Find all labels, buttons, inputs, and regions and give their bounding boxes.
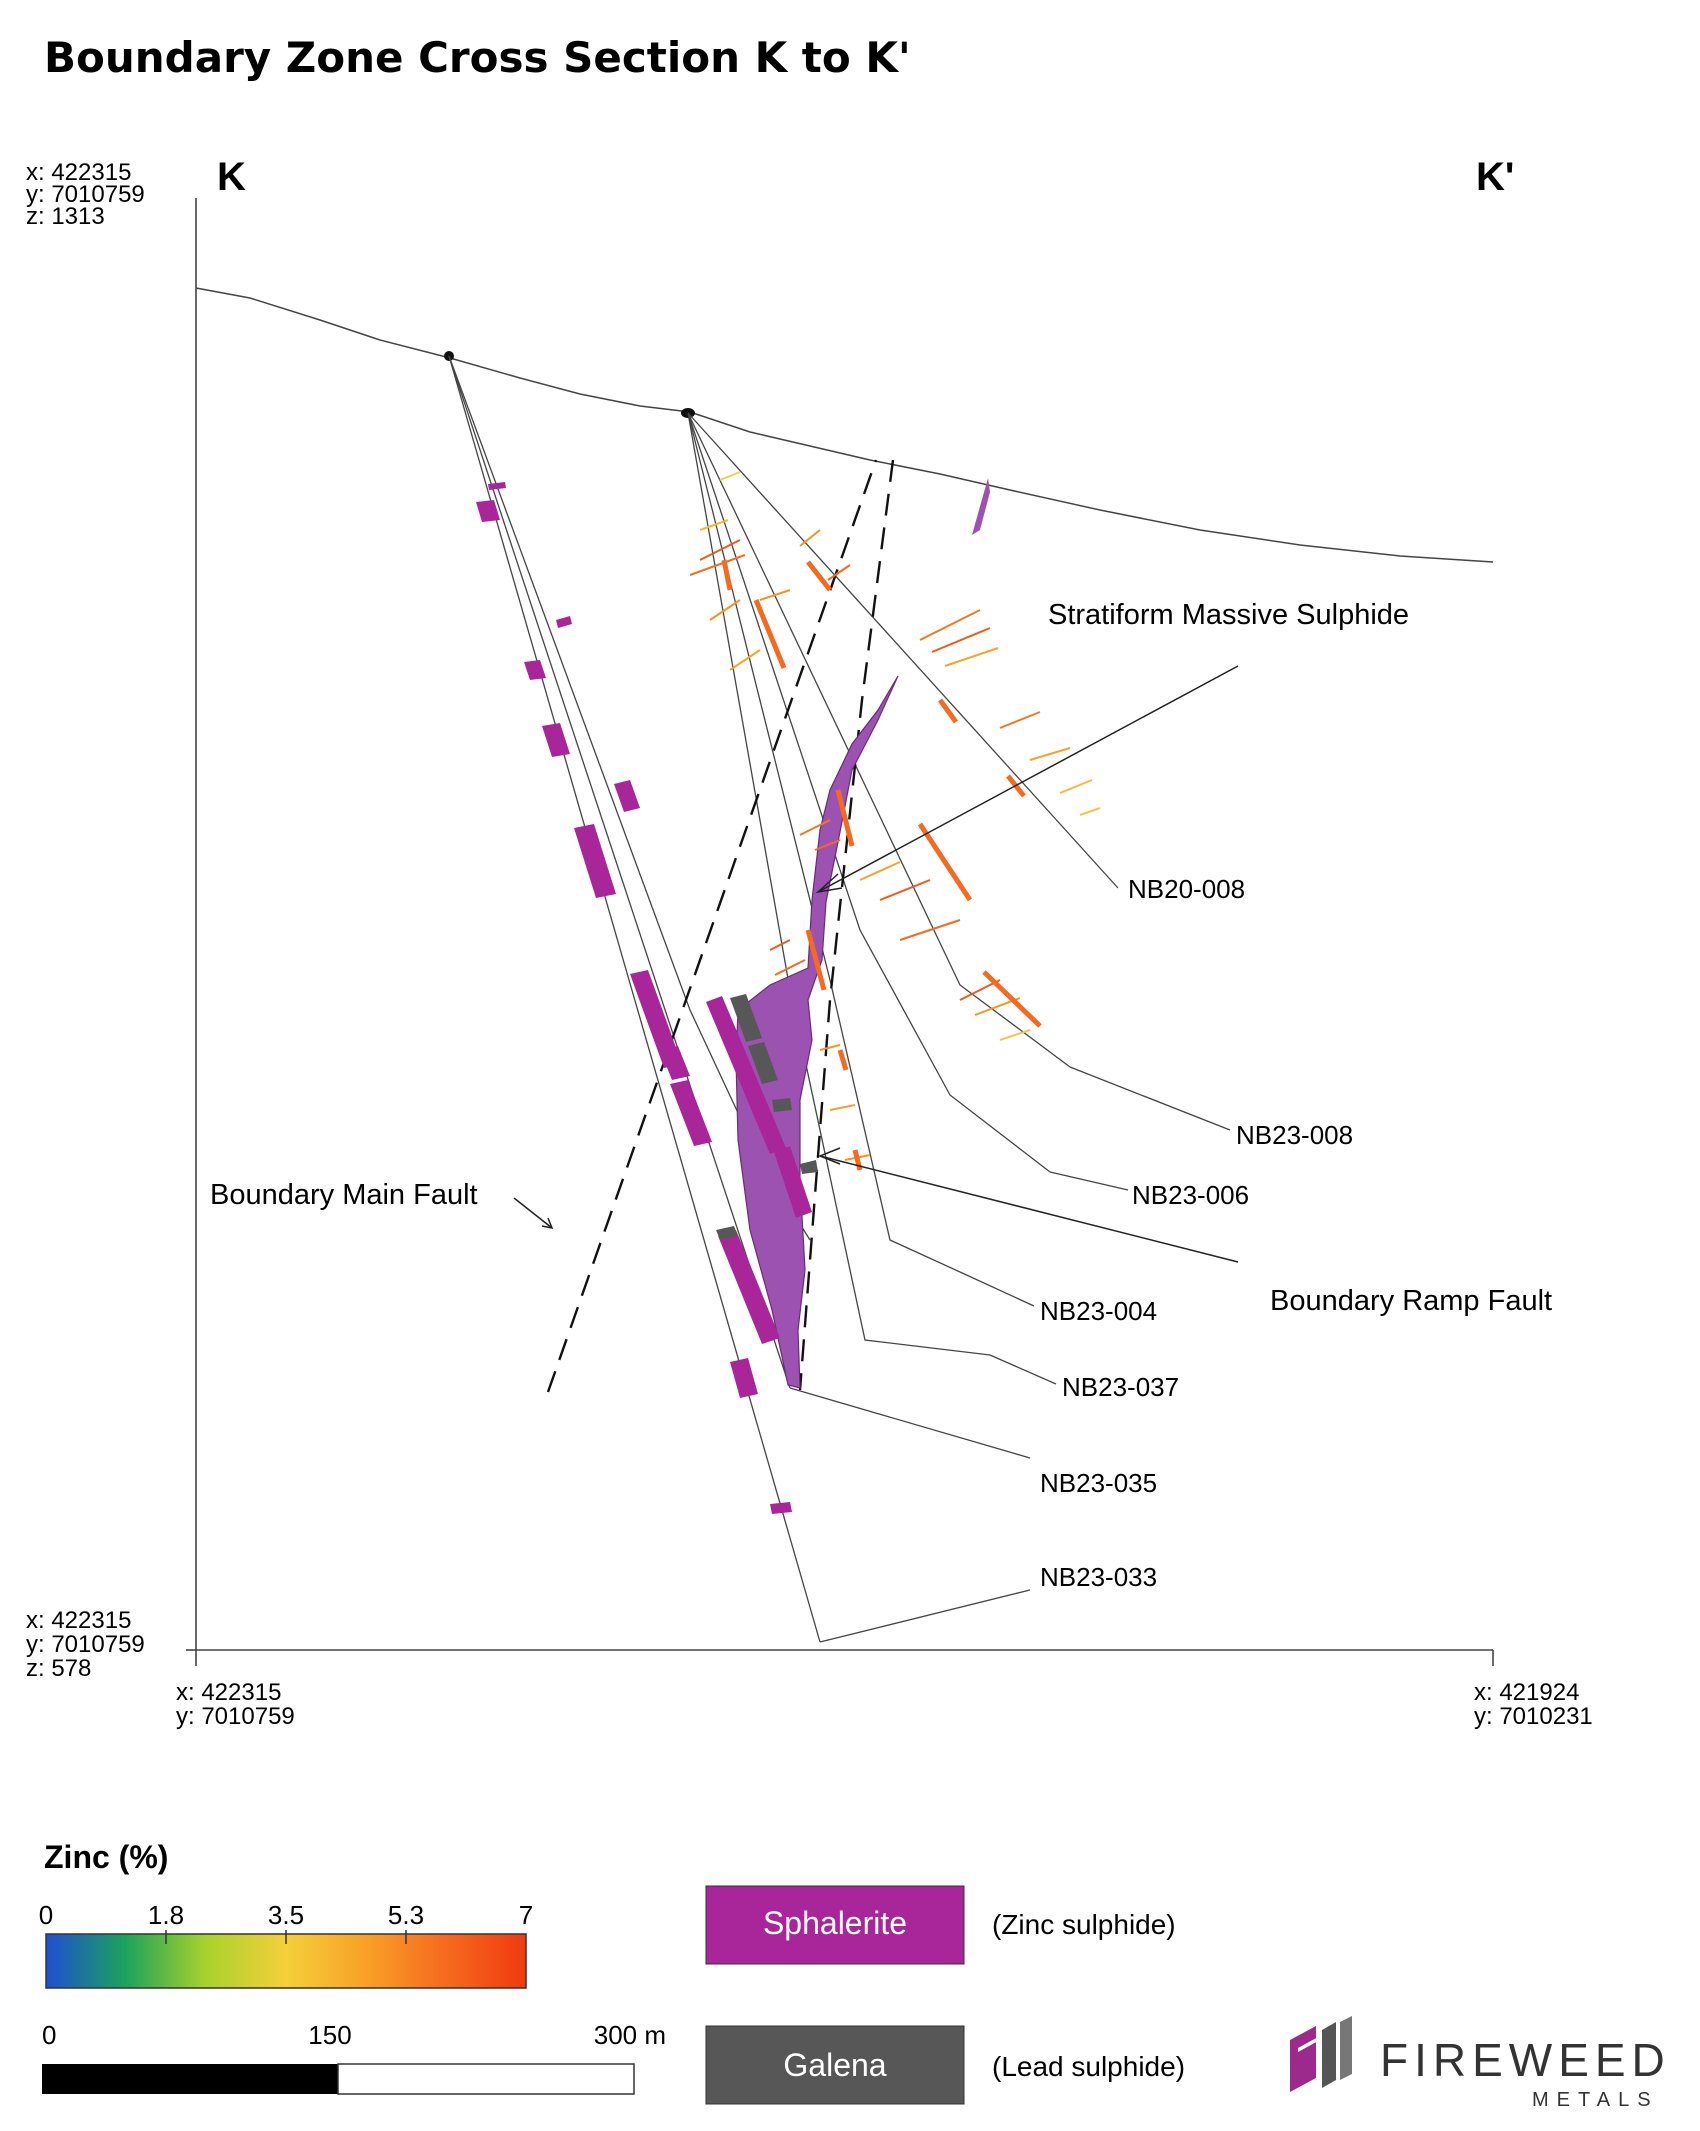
zinc-tick-labels: 0 1.8 3.5 5.3 7 (39, 1900, 533, 1930)
svg-text:5.3: 5.3 (388, 1900, 424, 1930)
bottom-left-coords: x: 422315 y: 7010759 z: 578 (26, 1607, 145, 1682)
svg-text:150: 150 (308, 2020, 351, 2050)
zinc-assays-nb23-008 (689, 471, 1031, 1041)
callout-arrows (513, 665, 1239, 1263)
hole-label: NB23-035 (1040, 1468, 1157, 1498)
small-sulphide-lens (972, 478, 990, 535)
zinc-ticks (165, 1930, 407, 1944)
svg-text:y: 7010759: y: 7010759 (26, 1631, 145, 1658)
svg-text:y: 7010759: y: 7010759 (26, 181, 145, 208)
svg-text:x: 421924: x: 421924 (1474, 1679, 1579, 1706)
svg-text:z: 578: z: 578 (26, 1655, 91, 1682)
drillhole-labels: NB20-008 NB23-008 NB23-006 NB23-004 NB23… (1040, 874, 1353, 1592)
svg-text:z: 1313: z: 1313 (26, 203, 105, 230)
hole-label: NB23-004 (1040, 1296, 1157, 1326)
drillhole-leaders (789, 1387, 1031, 1643)
zinc-assays-nb20-008 (799, 529, 1101, 816)
hole-label: NB23-006 (1132, 1180, 1249, 1210)
galena-label: Galena (783, 2047, 886, 2083)
zinc-legend-title: Zinc (%) (44, 1839, 168, 1875)
scale-tick-labels: 0 150 300 m (42, 2020, 666, 2050)
fireweed-logo-icon (1290, 2016, 1352, 2092)
logo-name: FIREWEED (1380, 2034, 1671, 2086)
hole-label: NB23-008 (1236, 1120, 1353, 1150)
svg-text:x: 422315: x: 422315 (26, 159, 131, 186)
svg-text:300 m: 300 m (594, 2020, 666, 2050)
zinc-color-bar (45, 1933, 527, 1989)
annotation-main-fault: Boundary Main Fault (210, 1179, 478, 1211)
high-grade-intervals (721, 559, 1042, 1171)
top-left-coords: x: 422315 y: 7010759 z: 1313 (26, 159, 145, 230)
svg-text:x: 422315: x: 422315 (176, 1679, 281, 1706)
svg-text:3.5: 3.5 (268, 1900, 304, 1930)
svg-text:y: 7010759: y: 7010759 (176, 1703, 295, 1730)
svg-text:y: 7010231: y: 7010231 (1474, 1703, 1593, 1730)
sphalerite-label: Sphalerite (763, 1905, 907, 1941)
sphalerite-intervals (476, 482, 812, 1514)
boundary-ramp-fault (798, 459, 895, 1391)
logo-subtitle: METALS (1532, 2089, 1659, 2111)
hole-label: NB23-037 (1062, 1372, 1179, 1402)
hole-label: NB20-008 (1128, 874, 1245, 904)
section-start-label: K (217, 155, 246, 199)
base-left-coords: x: 422315 y: 7010759 (176, 1679, 295, 1730)
drillhole-label-leaders (959, 1066, 1231, 1385)
scale-bar-black (42, 2064, 338, 2094)
annotation-stratiform: Stratiform Massive Sulphide (1048, 599, 1409, 631)
galena-swatch (705, 2025, 965, 2105)
section-frame (186, 198, 1494, 1666)
topography-line (195, 287, 1494, 563)
drillhole-traces (448, 355, 1119, 1643)
svg-text:0: 0 (39, 1900, 53, 1930)
svg-text:1.8: 1.8 (148, 1900, 184, 1930)
scale-bar-white (337, 2063, 635, 2095)
sphalerite-desc: (Zinc sulphide) (992, 1909, 1176, 1940)
zinc-assays-nb23-006 (699, 519, 841, 851)
stratiform-sulphide-body (735, 675, 899, 1389)
galena-desc: (Lead sulphide) (992, 2051, 1185, 2082)
annotation-ramp-fault: Boundary Ramp Fault (1270, 1285, 1552, 1317)
galena-intervals (716, 994, 818, 1240)
svg-text:0: 0 (42, 2020, 56, 2050)
page-title: Boundary Zone Cross Section K to K' (44, 33, 911, 82)
section-end-label: K' (1476, 155, 1514, 199)
svg-text:7: 7 (519, 1900, 533, 1930)
zinc-assays-nb23-004 (769, 939, 871, 1161)
base-right-coords: x: 421924 y: 7010231 (1474, 1679, 1593, 1730)
boundary-main-fault (546, 459, 878, 1393)
hole-label: NB23-033 (1040, 1562, 1157, 1592)
svg-text:x: 422315: x: 422315 (26, 1607, 131, 1634)
sphalerite-swatch (705, 1885, 965, 1965)
